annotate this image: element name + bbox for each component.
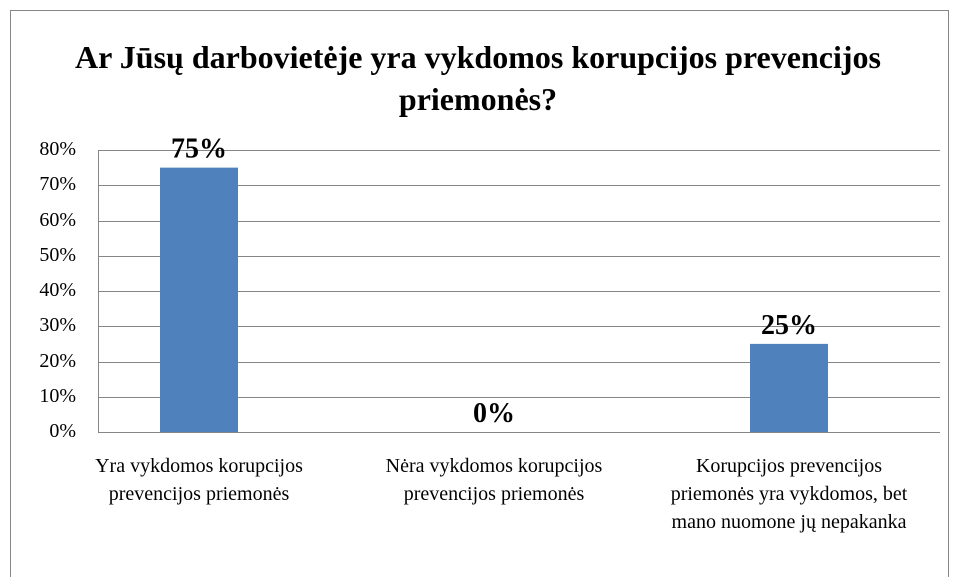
y-tick-label: 20% xyxy=(39,350,76,372)
x-tick-label: Korupcijos prevencijos priemonės yra vykd… xyxy=(671,455,908,533)
y-tick-label: 50% xyxy=(39,244,76,266)
x-tick-label: Nėra vykdomos korupcijos prevencijos prie… xyxy=(386,455,603,505)
value-label: 75% xyxy=(171,134,227,165)
y-tick-label: 60% xyxy=(39,209,76,231)
bar xyxy=(160,167,238,432)
chart-border xyxy=(10,10,949,577)
value-label: 0% xyxy=(473,398,515,429)
value-label: 25% xyxy=(761,310,817,341)
y-tick-label: 10% xyxy=(39,385,76,407)
bar xyxy=(750,343,828,432)
y-tick-label: 80% xyxy=(39,138,76,160)
y-tick-label: 70% xyxy=(39,173,76,195)
y-tick-label: 30% xyxy=(39,314,76,336)
x-tick-label: Yra vykdomos korupcijos prevencijos priem… xyxy=(95,455,303,505)
chart-title: Ar Jūsų darbovietėje yra vykdomos korupc… xyxy=(75,39,881,117)
y-tick-label: 40% xyxy=(39,279,76,301)
y-tick-label: 0% xyxy=(49,420,76,442)
